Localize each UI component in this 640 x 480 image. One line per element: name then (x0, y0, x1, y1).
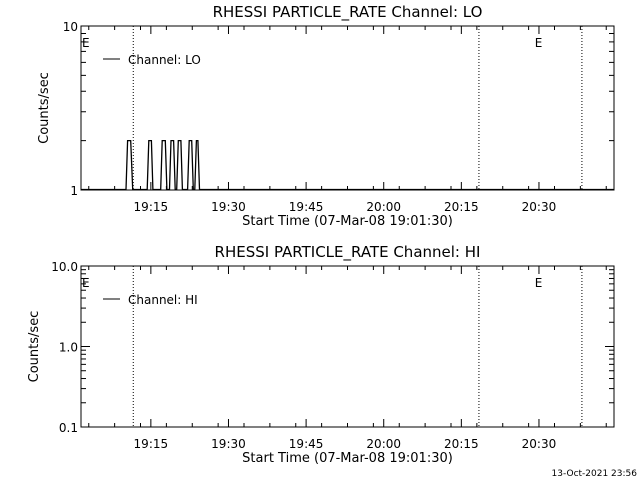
chart-0-legend-label: Channel: LO (128, 53, 201, 67)
footer-timestamp: 13-Oct-2021 23:56 (552, 469, 638, 479)
chart-0-e-marker: E (535, 36, 543, 50)
chart-0-xtick-label: 20:30 (522, 200, 557, 214)
chart-0-xtick-label: 20:00 (366, 200, 401, 214)
chart-1-ytick-label: 0.1 (59, 421, 78, 435)
chart-1-axes-frame (80, 265, 615, 428)
chart-1-legend-label: Channel: HI (128, 293, 198, 307)
chart-1-ytick-label: 1.0 (59, 341, 78, 355)
chart-0-axes-frame (80, 25, 615, 191)
chart-1-e-marker: E (82, 276, 90, 290)
chart-0-ylabel: Counts/sec (37, 72, 52, 144)
panel-channel-hi: RHESSI PARTICLE_RATE Channel: HI Start Ti… (27, 243, 615, 466)
chart-0-xtick-label: 19:15 (134, 200, 169, 214)
chart-0-ytick-label: 10 (63, 20, 78, 34)
chart-1-xlabel: Start Time (07-Mar-08 19:01:30) (242, 451, 453, 466)
chart-1-xtick-label: 19:30 (211, 437, 246, 451)
chart-0-ytick-label: 1 (70, 184, 78, 198)
chart-1-ytick-label: 10.0 (51, 260, 78, 274)
chart-0-xtick-label: 20:15 (444, 200, 479, 214)
chart-1-e-marker: E (535, 276, 543, 290)
chart-1-title: RHESSI PARTICLE_RATE Channel: HI (215, 243, 481, 262)
panel-channel-lo: RHESSI PARTICLE_RATE Channel: LO Start Ti… (37, 3, 615, 229)
chart-1-xtick-label: 19:15 (134, 437, 169, 451)
chart-0-xtick-label: 19:45 (289, 200, 324, 214)
chart-0-xlabel: Start Time (07-Mar-08 19:01:30) (242, 214, 453, 229)
chart-0-xtick-label: 19:30 (211, 200, 246, 214)
chart-1-xtick-label: 19:45 (289, 437, 324, 451)
chart-1-ylabel: Counts/sec (27, 311, 42, 383)
chart-1-xtick-label: 20:30 (522, 437, 557, 451)
chart-0-e-marker: E (82, 36, 90, 50)
chart-1-xtick-label: 20:15 (444, 437, 479, 451)
chart-0-title: RHESSI PARTICLE_RATE Channel: LO (213, 3, 483, 22)
chart-1-xtick-label: 20:00 (366, 437, 401, 451)
